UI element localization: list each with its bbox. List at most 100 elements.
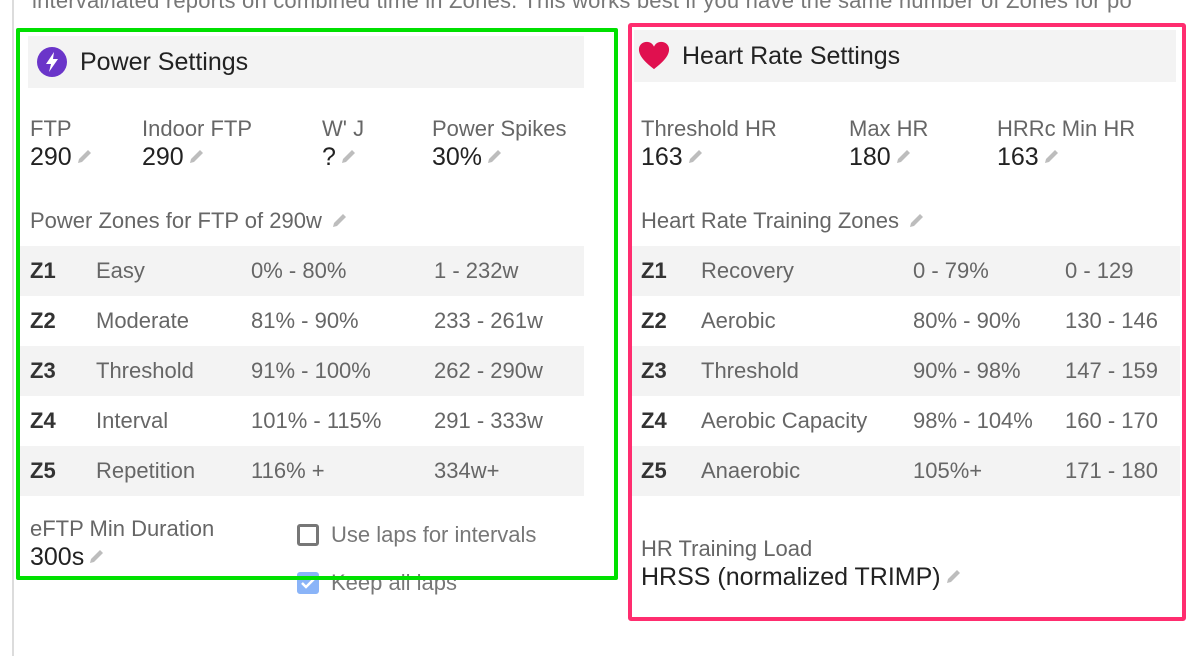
power-zone-row: Z1 Easy 0% - 80% 1 - 232w: [20, 246, 584, 296]
power-zone-row: Z2 Moderate 81% - 90% 233 - 261w: [20, 296, 584, 346]
power-zone-row: Z5 Repetition 116% + 334w+: [20, 446, 584, 496]
hr-training-load-value: HRSS (normalized TRIMP): [641, 563, 941, 591]
page-left-border: [12, 0, 14, 656]
hr-zone-row: Z3 Threshold 90% - 98% 147 - 159: [632, 346, 1180, 396]
hr-zone-row: Z4 Aerobic Capacity 98% - 104% 160 - 170: [632, 396, 1180, 446]
zone-range: 1 - 232w: [434, 258, 519, 283]
zone-percent: 91% - 100%: [251, 358, 371, 383]
keep-all-laps-checkbox[interactable]: [297, 572, 319, 594]
indoor-ftp-field: Indoor FTP 290: [142, 116, 252, 172]
zone-range: 334w+: [434, 458, 500, 483]
power-zones-title: Power Zones for FTP of 290w: [30, 208, 348, 234]
edit-threshold-hr-pencil-icon[interactable]: [686, 148, 704, 166]
zone-percent: 101% - 115%: [251, 408, 382, 433]
power-spikes-label: Power Spikes: [432, 116, 567, 141]
indoor-ftp-label: Indoor FTP: [142, 116, 253, 141]
edit-eftp-pencil-icon[interactable]: [87, 548, 105, 566]
use-laps-label: Use laps for intervals: [331, 522, 537, 547]
heart-rate-settings-header: Heart Rate Settings: [634, 30, 1176, 82]
zone-id: Z2: [30, 308, 56, 333]
eftp-min-duration-label: eFTP Min Duration: [30, 516, 215, 541]
zone-percent: 0% - 80%: [251, 258, 347, 283]
edit-w-prime-pencil-icon[interactable]: [339, 148, 357, 166]
hr-zone-row: Z1 Recovery 0 - 79% 0 - 129: [632, 246, 1180, 296]
zone-id: Z3: [641, 358, 667, 383]
power-zone-row: Z4 Interval 101% - 115% 291 - 333w: [20, 396, 584, 446]
hr-zones-title-text: Heart Rate Training Zones: [641, 208, 900, 233]
zone-percent: 80% - 90%: [913, 308, 1021, 333]
threshold-hr-value: 163: [641, 143, 683, 171]
hrrc-min-hr-field: HRRc Min HR 163: [997, 116, 1135, 172]
hr-zone-row: Z5 Anaerobic 105%+ 171 - 180: [632, 446, 1180, 496]
heart-icon: [638, 40, 670, 72]
zone-name: Recovery: [701, 258, 794, 283]
hr-zone-row: Z2 Aerobic 80% - 90% 130 - 146: [632, 296, 1180, 346]
description-text: interval/lated reports on combined time …: [32, 0, 1132, 13]
zone-id: Z5: [641, 458, 667, 483]
zone-range: 160 - 170: [1065, 408, 1158, 433]
zone-name: Moderate: [96, 308, 189, 333]
hr-training-load-field: HR Training Load HRSS (normalized TRIMP): [641, 536, 962, 592]
edit-power-zones-pencil-icon[interactable]: [330, 212, 348, 230]
power-zones-table: Z1 Easy 0% - 80% 1 - 232w Z2 Moderate 81…: [20, 246, 584, 496]
max-hr-value: 180: [849, 143, 891, 171]
power-spikes-value: 30%: [432, 143, 483, 171]
zone-percent: 98% - 104%: [913, 408, 1033, 433]
keep-all-laps-checkbox-row[interactable]: Keep all laps: [297, 570, 457, 596]
zone-percent: 90% - 98%: [913, 358, 1021, 383]
zone-name: Threshold: [701, 358, 799, 383]
zone-name: Repetition: [96, 458, 196, 483]
checkmark-icon: [301, 578, 315, 589]
zone-percent: 81% - 90%: [251, 308, 359, 333]
use-laps-checkbox[interactable]: [297, 524, 319, 546]
zone-id: Z1: [30, 258, 56, 283]
max-hr-label: Max HR: [849, 116, 929, 141]
zone-range: 171 - 180: [1065, 458, 1158, 483]
hr-zones-title: Heart Rate Training Zones: [641, 208, 925, 234]
threshold-hr-field: Threshold HR 163: [641, 116, 777, 172]
edit-power-spikes-pencil-icon[interactable]: [485, 148, 503, 166]
power-settings-header: Power Settings: [28, 36, 584, 88]
eftp-min-duration-value: 300s: [30, 543, 85, 571]
edit-max-hr-pencil-icon[interactable]: [894, 148, 912, 166]
zone-percent: 105%+: [913, 458, 983, 483]
zone-id: Z2: [641, 308, 667, 333]
hr-zones-table: Z1 Recovery 0 - 79% 0 - 129 Z2 Aerobic 8…: [632, 246, 1180, 496]
use-laps-checkbox-row[interactable]: Use laps for intervals: [297, 522, 536, 548]
zone-id: Z5: [30, 458, 56, 483]
w-prime-label: W' J: [322, 116, 365, 141]
zone-range: 147 - 159: [1065, 358, 1158, 383]
w-prime-field: W' J ?: [322, 116, 364, 172]
zone-id: Z4: [641, 408, 667, 433]
indoor-ftp-value: 290: [142, 143, 184, 171]
w-prime-value: ?: [322, 143, 336, 171]
hr-training-load-label: HR Training Load: [641, 536, 813, 561]
ftp-label: FTP: [30, 116, 72, 141]
zone-percent: 116% +: [251, 458, 325, 483]
edit-indoor-ftp-pencil-icon[interactable]: [187, 148, 205, 166]
zone-name: Anaerobic: [701, 458, 801, 483]
power-settings-panel: Power Settings FTP 290 Indoor FTP 290 W'…: [20, 28, 616, 595]
power-spikes-field: Power Spikes 30%: [432, 116, 567, 172]
hrrc-min-hr-value: 163: [997, 143, 1039, 171]
power-settings-title: Power Settings: [80, 47, 249, 76]
edit-ftp-pencil-icon[interactable]: [75, 148, 93, 166]
zone-name: Aerobic: [701, 308, 776, 333]
zone-name: Interval: [96, 408, 169, 433]
ftp-field: FTP 290: [30, 116, 93, 172]
zone-range: 130 - 146: [1065, 308, 1158, 333]
zone-range: 262 - 290w: [434, 358, 543, 383]
max-hr-field: Max HR 180: [849, 116, 928, 172]
threshold-hr-label: Threshold HR: [641, 116, 777, 141]
heart-rate-settings-panel: Heart Rate Settings Threshold HR 163 Max…: [628, 26, 1184, 620]
ftp-value: 290: [30, 143, 72, 171]
zone-id: Z4: [30, 408, 56, 433]
zone-name: Easy: [96, 258, 145, 283]
zone-percent: 0 - 79%: [913, 258, 989, 283]
edit-hr-zones-pencil-icon[interactable]: [907, 212, 925, 230]
keep-all-laps-label: Keep all laps: [331, 570, 457, 595]
edit-hr-training-load-pencil-icon[interactable]: [944, 568, 962, 586]
hrrc-min-hr-label: HRRc Min HR: [997, 116, 1136, 141]
zone-id: Z1: [641, 258, 667, 283]
edit-hrrc-min-hr-pencil-icon[interactable]: [1042, 148, 1060, 166]
